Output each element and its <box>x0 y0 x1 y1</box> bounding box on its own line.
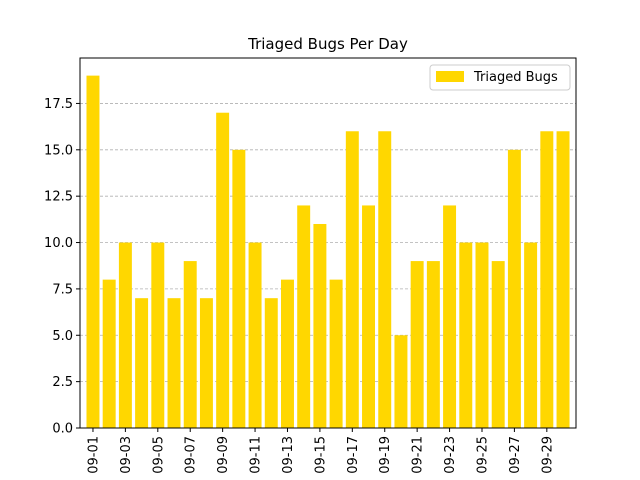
legend-swatch <box>436 71 464 82</box>
bars <box>86 75 570 428</box>
bar-09-02 <box>102 279 116 428</box>
x-tick-label: 09-25 <box>475 436 490 474</box>
bar-09-12 <box>264 298 278 428</box>
y-tick-label: 10.0 <box>44 236 73 251</box>
x-tick-label: 09-29 <box>540 436 555 474</box>
bar-09-09 <box>216 112 230 428</box>
bar-09-16 <box>329 279 343 428</box>
legend-box <box>429 64 571 91</box>
bar-09-19 <box>378 131 392 428</box>
x-tick-label: 09-27 <box>508 436 523 474</box>
x-axis: 09-01 09-03 09-05 09-07 09-09 09-11 09-13 09-15… <box>86 428 555 474</box>
bar-09-20 <box>394 335 408 428</box>
bar-09-24 <box>459 242 473 428</box>
y-tick-label: 12.5 <box>44 190 73 205</box>
x-tick-label: 09-05 <box>151 436 166 474</box>
x-tick-label: 09-15 <box>313 436 328 474</box>
x-tick-label: 09-23 <box>443 436 458 474</box>
bar-09-17 <box>345 131 359 428</box>
bar-09-07 <box>183 261 197 428</box>
bar-09-27 <box>507 149 521 428</box>
y-tick-label: 15.0 <box>44 143 73 158</box>
y-tick-label: 0.0 <box>52 422 73 437</box>
bar-09-28 <box>524 242 538 428</box>
y-tick-label: 2.5 <box>52 375 73 390</box>
bar-09-21 <box>410 261 424 428</box>
bar-09-03 <box>118 242 132 428</box>
bar-09-13 <box>280 279 294 428</box>
bar-09-30 <box>556 131 570 428</box>
bar-09-11 <box>248 242 262 428</box>
x-tick-label: 09-17 <box>346 436 361 474</box>
bar-09-08 <box>199 298 213 428</box>
bar-09-29 <box>540 131 554 428</box>
y-tick-label: 7.5 <box>52 282 73 297</box>
legend-label: Triaged Bugs <box>473 70 558 85</box>
x-tick-label: 09-11 <box>249 436 264 474</box>
y-axis: 0.0 2.5 5.0 7.5 10.0 12.5 15.0 17.5 <box>44 97 80 437</box>
x-tick-label: 09-03 <box>119 436 134 474</box>
bar-09-04 <box>135 298 149 428</box>
bar-09-18 <box>362 205 376 428</box>
chart-title: Triaged Bugs Per Day <box>247 35 408 53</box>
bar-09-23 <box>443 205 457 428</box>
x-tick-label: 09-21 <box>411 436 426 474</box>
legend: Triaged Bugs <box>429 64 571 91</box>
bar-09-01 <box>86 75 100 428</box>
bar-09-25 <box>475 242 489 428</box>
bar-09-26 <box>491 261 505 428</box>
bar-09-10 <box>232 149 246 428</box>
x-tick-label: 09-13 <box>281 436 296 474</box>
x-tick-label: 09-07 <box>184 436 199 474</box>
bar-09-05 <box>151 242 165 428</box>
bar-09-15 <box>313 223 327 428</box>
y-tick-label: 17.5 <box>44 97 73 112</box>
bar-09-06 <box>167 298 181 428</box>
y-tick-label: 5.0 <box>52 329 73 344</box>
bar-09-22 <box>426 261 440 428</box>
bar-09-14 <box>297 205 311 428</box>
x-tick-label: 09-19 <box>378 436 393 474</box>
x-tick-label: 09-09 <box>216 436 231 474</box>
x-tick-label: 09-01 <box>86 436 101 474</box>
